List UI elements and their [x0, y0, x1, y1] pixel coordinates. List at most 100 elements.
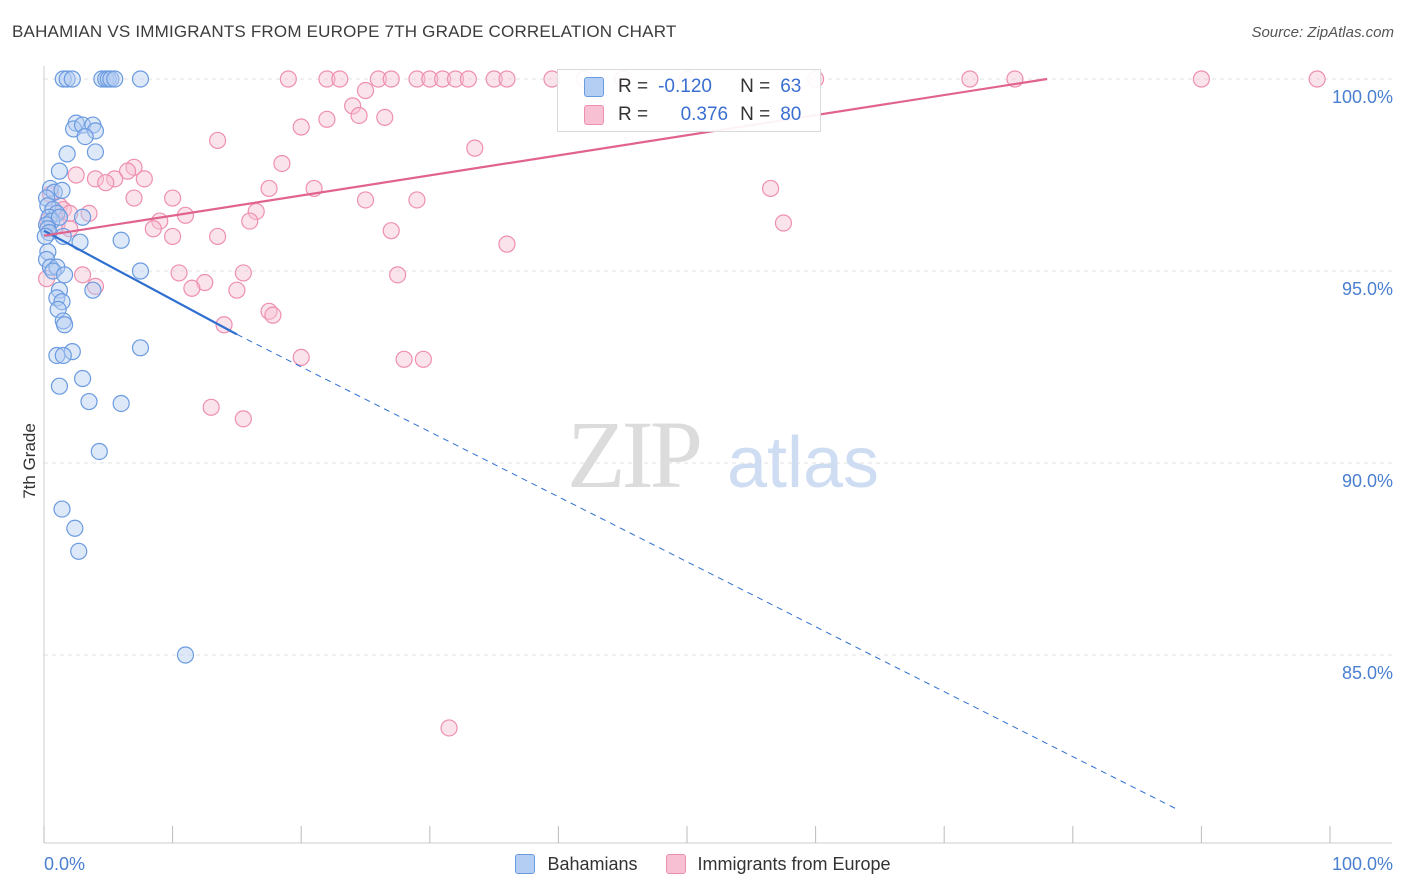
bahamian-point-55 — [50, 377, 69, 395]
europe-point-77 — [234, 410, 252, 428]
europe-point-2 — [331, 70, 349, 88]
legend-swatch-pink — [665, 854, 686, 874]
bahamian-point-32 — [73, 208, 92, 226]
bahamian-point-8 — [131, 70, 150, 88]
europe-point-28 — [466, 139, 484, 157]
europe-point-33 — [86, 170, 105, 188]
legend-n-value: 80 — [780, 104, 802, 125]
watermark-zip: ZIP — [567, 401, 700, 508]
europe-point-24 — [350, 106, 368, 125]
bahamian-trend-line — [43, 229, 238, 336]
europe-point-25 — [376, 108, 394, 127]
legend-item-europe[interactable]: Immigrants from Europe — [665, 853, 891, 875]
europe-point-39 — [761, 179, 780, 198]
bahamian-point-14 — [76, 128, 94, 146]
europe-point-9 — [459, 70, 477, 88]
europe-point-76 — [202, 398, 220, 416]
source-note: Source: ZipAtlas.com — [1251, 24, 1394, 41]
europe-point-11 — [498, 70, 516, 88]
europe-point-73 — [292, 348, 310, 366]
bahamian-point-52 — [48, 346, 66, 365]
legend-swatch-blue — [515, 854, 536, 874]
europe-point-3 — [369, 70, 387, 88]
europe-point-31 — [118, 162, 137, 180]
bahamian-point-59 — [53, 500, 71, 518]
chart-title: BAHAMIAN VS IMMIGRANTS FROM EUROPE 7TH G… — [12, 22, 677, 41]
blue-points — [36, 70, 195, 664]
bahamian-trend-extension — [236, 333, 1176, 810]
bahamian-point-0 — [54, 70, 72, 88]
legend-r-value: 0.376 — [680, 104, 729, 125]
europe-point-65 — [389, 266, 407, 284]
europe-point-58 — [382, 222, 400, 240]
trend-lines — [43, 77, 1176, 810]
europe-point-35 — [97, 174, 115, 192]
bahamian-point-60 — [66, 519, 84, 537]
europe-point-36 — [135, 170, 153, 188]
bahamian-point-7 — [106, 70, 124, 88]
bahamian-point-54 — [73, 369, 92, 388]
europe-point-47 — [61, 204, 79, 222]
y-tick-label-1: 95.0% — [1342, 279, 1393, 299]
legend-n-label: N = — [740, 76, 771, 97]
bahamian-point-44 — [84, 281, 102, 299]
europe-point-78 — [440, 719, 458, 737]
legend-r-label: R = — [618, 104, 649, 125]
y-axis-title: 7th Grade — [20, 423, 39, 499]
axes — [43, 66, 1392, 844]
europe-point-32 — [67, 166, 85, 184]
europe-point-61 — [498, 235, 516, 253]
europe-point-0 — [279, 70, 297, 88]
europe-point-43 — [356, 191, 375, 209]
europe-point-60 — [209, 227, 227, 246]
x-tick-label-0: 0.0% — [44, 854, 85, 874]
europe-point-10 — [485, 70, 503, 88]
europe-point-6 — [421, 70, 439, 88]
legend-label-europe: Immigrants from Europe — [697, 853, 891, 874]
europe-point-52 — [241, 212, 259, 230]
bahamian-point-57 — [112, 394, 130, 413]
bahamian-point-58 — [90, 442, 108, 461]
legend-n-label: N = — [740, 104, 771, 125]
x-tick-label-1: 100.0% — [1332, 854, 1393, 874]
europe-point-53 — [774, 214, 793, 232]
pink-points — [37, 70, 1326, 737]
bahamian-point-6 — [102, 70, 120, 88]
grid-lines — [44, 78, 1392, 656]
europe-point-27 — [209, 131, 227, 150]
bahamian-point-31 — [50, 208, 69, 226]
bahamian-point-49 — [55, 316, 74, 334]
bahamian-point-41 — [55, 266, 74, 284]
europe-point-62 — [73, 266, 92, 284]
bahamian-point-42 — [131, 262, 150, 280]
europe-point-8 — [446, 70, 465, 88]
europe-point-21 — [356, 81, 375, 100]
legend-r-label: R = — [618, 76, 649, 97]
bahamian-point-2 — [63, 70, 81, 88]
legend-item-bahamians[interactable]: Bahamians — [515, 853, 638, 875]
europe-point-74 — [395, 350, 413, 368]
europe-point-17 — [961, 70, 979, 88]
stats-legend: R = -0.120 N = 63 R = 0.376 N = 80 — [557, 69, 821, 132]
europe-point-22 — [344, 97, 362, 115]
europe-point-71 — [264, 306, 282, 324]
y-tick-label-3: 85.0% — [1342, 663, 1393, 683]
bahamian-point-1 — [58, 70, 76, 88]
legend-row-europe: R = 0.376 N = 80 — [558, 101, 801, 129]
europe-point-44 — [408, 191, 426, 209]
series-legend: Bahamians Immigrants from Europe — [0, 852, 1406, 876]
bahamian-point-56 — [80, 392, 98, 411]
bahamian-point-13 — [86, 122, 105, 140]
legend-row-bahamians: R = -0.120 N = 63 — [558, 73, 801, 101]
europe-point-7 — [434, 70, 452, 88]
europe-point-63 — [170, 264, 188, 282]
europe-point-68 — [183, 279, 201, 297]
bahamian-point-15 — [58, 145, 76, 163]
bahamian-point-17 — [50, 162, 69, 180]
legend-label-bahamians: Bahamians — [547, 853, 638, 874]
europe-point-64 — [234, 264, 252, 282]
bahamian-point-3 — [93, 70, 111, 88]
europe-point-20 — [1308, 70, 1326, 88]
europe-point-23 — [318, 110, 336, 128]
